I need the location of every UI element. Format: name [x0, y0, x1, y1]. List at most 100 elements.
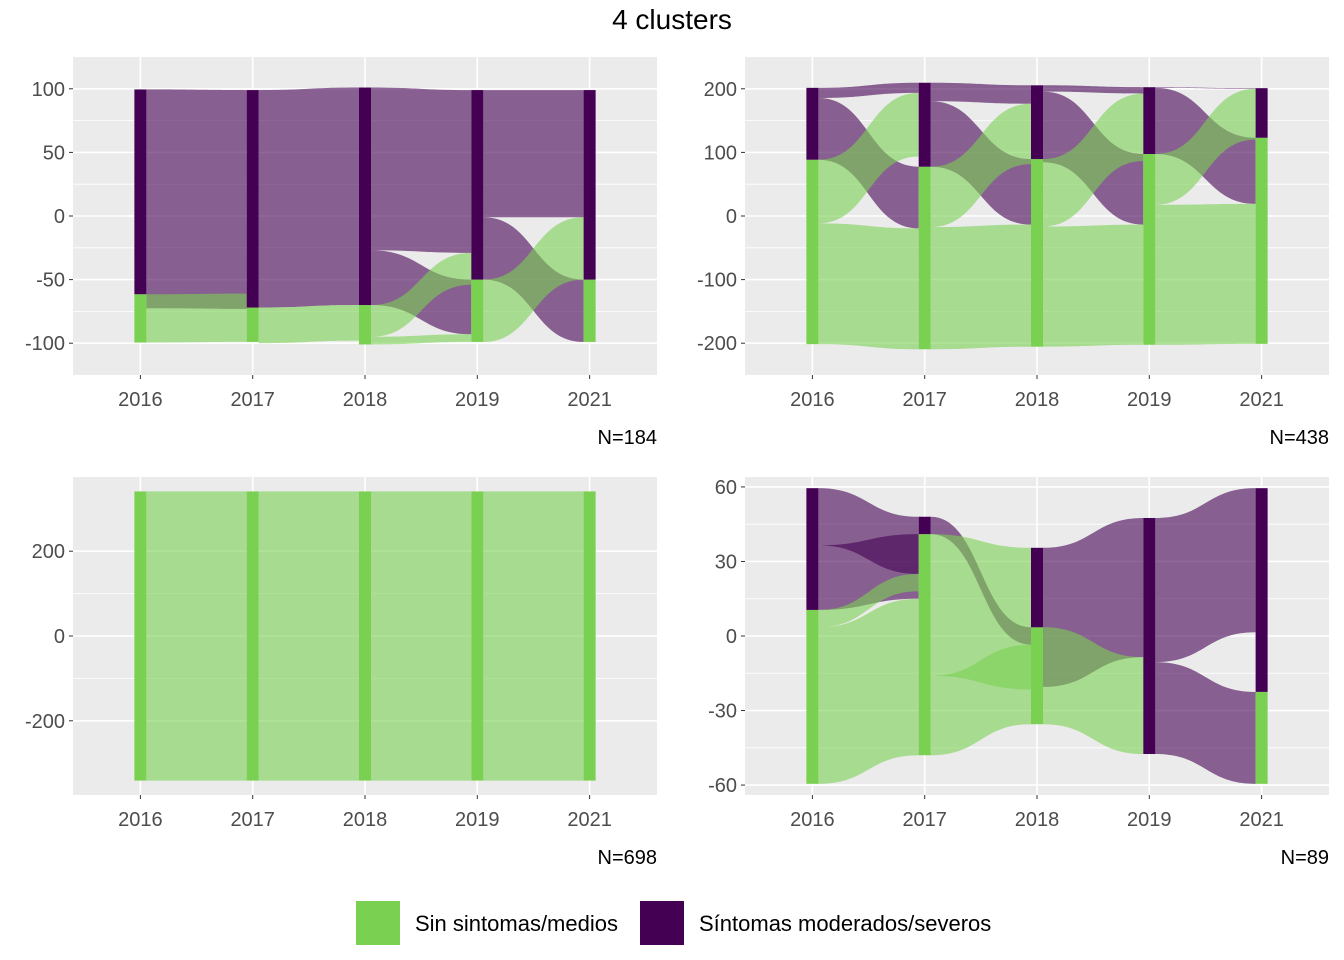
flow-2018-2019-0-1 [371, 252, 472, 337]
flow-2018-2019-1-1 [371, 87, 472, 253]
x-tick-label: 2018 [343, 809, 388, 831]
x-tick-label: 2021 [567, 389, 612, 411]
x-tick-label: 2016 [790, 389, 835, 411]
y-tick-label: 0 [726, 626, 737, 648]
flow-2016-2017-0-0 [818, 223, 919, 350]
stratum-2017-sintomas-moderados [918, 516, 931, 535]
flow-2019-2021-1-1 [1155, 488, 1256, 663]
flow-2016-2017-0-1 [818, 573, 919, 628]
stratum-2016-sintomas-moderados [806, 87, 819, 160]
stratum-2018-sintomas-moderados [1031, 85, 1043, 160]
stratum-2016-sintomas-moderados [134, 89, 147, 295]
flow-2017-2018-0-0 [258, 491, 359, 781]
x-tick-label: 2017 [902, 389, 947, 411]
stratum-2018-sin-sintomas [359, 305, 371, 345]
stratum-2021-sin-sintomas [1255, 137, 1268, 344]
stratum-2021-sin-sintomas [1255, 691, 1268, 784]
legend: Sin sintomas/medios Síntomas moderados/s… [356, 901, 991, 945]
stratum-2021-sin-sintomas [583, 491, 596, 781]
y-tick-label: -200 [25, 711, 65, 733]
flow-2017-2018-0-0 [258, 305, 359, 344]
flow-2017-2018-0-1 [930, 103, 1031, 228]
x-tick-label: 2017 [230, 389, 275, 411]
y-tick-label: -60 [708, 775, 737, 797]
stratum-2017-sin-sintomas [918, 166, 931, 350]
stratum-2017-sintomas-moderados [246, 90, 259, 308]
y-tick-label: 200 [704, 79, 737, 101]
y-tick-label: 0 [726, 206, 737, 228]
flows [146, 491, 584, 781]
stratum-2018-sintomas-moderados [1031, 547, 1043, 628]
y-tick-label: 30 [715, 551, 737, 573]
x-tick-label: 2018 [1015, 809, 1060, 831]
flow-2019-2021-1-1 [483, 90, 584, 218]
stratum-2016-sintomas-moderados [806, 488, 819, 610]
x-tick-label: 2017 [230, 809, 275, 831]
flow-2019-2021-0-0 [483, 491, 584, 781]
stratum-2019-sin-sintomas [471, 491, 484, 781]
panel-top-left: -100 -50 0 50 100 2016 2017 2018 2019 2021 N=184 [25, 57, 657, 449]
flow-2019-2021-1-1 [1155, 87, 1256, 89]
flow-2016-2017-1-1 [146, 89, 247, 309]
flow-2017-2018-0-0 [930, 644, 1031, 756]
y-tick-label: -100 [25, 333, 65, 355]
stratum-2016-sin-sintomas [806, 609, 819, 784]
legend-key-sintomas-moderados [640, 901, 684, 945]
x-tick-label: 2016 [118, 389, 163, 411]
stratum-2019-sin-sintomas [1143, 153, 1156, 345]
y-tick-label: 50 [43, 142, 65, 164]
stratum-2017-sintomas-moderados [918, 82, 931, 167]
y-tick-label: 0 [54, 206, 65, 228]
flow-2016-2017-0-0 [818, 598, 919, 784]
panel-caption: N=184 [598, 427, 658, 449]
stratum-2021-sin-sintomas [583, 279, 596, 342]
x-tick-label: 2016 [118, 809, 163, 831]
stratum-2019-sintomas-moderados [1143, 517, 1156, 755]
y-tick-label: 0 [54, 626, 65, 648]
panel-bottom-right: -60 -30 0 30 60 2016 2017 2018 2019 2021 N=89 [708, 477, 1329, 869]
y-tick-label: -200 [697, 333, 737, 355]
y-tick-label: -100 [697, 270, 737, 292]
flow-2018-2019-1-1 [1043, 85, 1144, 94]
x-tick-label: 2021 [1239, 809, 1284, 831]
stratum-2018-sin-sintomas [1031, 159, 1043, 347]
stratum-2018-sin-sintomas [1031, 627, 1043, 725]
stratum-2017-sin-sintomas [246, 491, 259, 781]
flow-2017-2018-1-1 [258, 87, 359, 308]
flow-2016-2017-0-0 [146, 293, 247, 343]
x-tick-label: 2019 [455, 809, 500, 831]
panel-caption: N=438 [1270, 427, 1330, 449]
flow-2019-2021-0-1 [483, 217, 584, 342]
flow-2018-2019-0-1 [1043, 627, 1144, 755]
panel-top-right: -200 -100 0 100 200 2016 2017 2018 2019 2021 N=438 [697, 57, 1329, 449]
stratum-2021-sintomas-moderados [1255, 488, 1268, 692]
panel-caption: N=89 [1281, 847, 1329, 869]
y-tick-label: 100 [704, 142, 737, 164]
x-tick-label: 2018 [1015, 389, 1060, 411]
stratum-2019-sintomas-moderados [1143, 87, 1156, 154]
flow-2018-2019-0-0 [371, 334, 472, 345]
x-tick-label: 2021 [1239, 389, 1284, 411]
flow-2016-2017-0-0 [146, 491, 247, 781]
panel-caption: N=698 [598, 847, 658, 869]
stratum-2019-sintomas-moderados [471, 90, 484, 280]
legend-label-sintomas-moderados: Síntomas moderados/severos [699, 911, 991, 936]
flow-2019-2021-1-0 [1155, 662, 1256, 784]
flow-2016-2017-1-1 [818, 82, 919, 99]
stratum-2021-sintomas-moderados [1255, 88, 1268, 138]
flows [146, 87, 584, 345]
stratum-2016-sin-sintomas [134, 294, 147, 343]
flow-2018-2019-0-0 [1043, 224, 1144, 347]
stratum-2016-sin-sintomas [806, 159, 819, 345]
panel-bottom-left: -200 0 200 2016 2017 2018 2019 2021 N=698 [25, 477, 657, 869]
x-tick-label: 2019 [455, 389, 500, 411]
y-tick-label: 60 [715, 477, 737, 499]
stratum-2016-sin-sintomas [134, 491, 147, 781]
flow-2018-2019-0-0 [371, 491, 472, 781]
x-tick-label: 2019 [1127, 809, 1172, 831]
stratum-2018-sintomas-moderados [359, 87, 371, 306]
y-tick-label: 100 [32, 79, 65, 101]
y-tick-label: -30 [708, 701, 737, 723]
x-tick-label: 2021 [567, 809, 612, 831]
